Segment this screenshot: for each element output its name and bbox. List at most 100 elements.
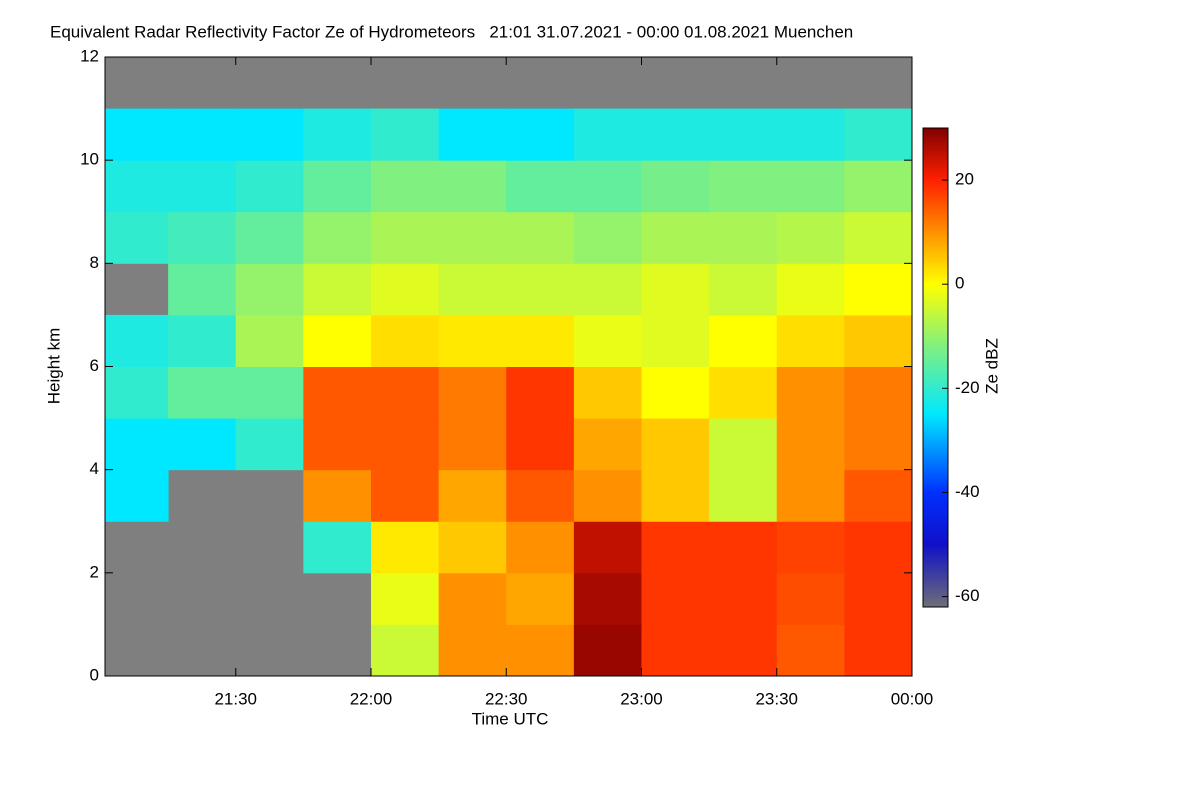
heatmap-cell xyxy=(506,521,575,574)
heatmap-cell xyxy=(709,263,778,316)
heatmap-cell xyxy=(844,263,912,316)
heatmap-cell xyxy=(641,418,710,471)
heatmap-cell xyxy=(844,314,912,367)
heatmap-cell xyxy=(370,263,440,316)
heatmap-cell xyxy=(776,314,845,367)
heatmap-cell xyxy=(844,418,912,471)
y-tick-label: 4 xyxy=(90,459,99,478)
heatmap-cell xyxy=(844,624,912,676)
heatmap-cell xyxy=(370,469,440,522)
heatmap-cell xyxy=(370,572,440,625)
heatmap-cell xyxy=(438,263,507,316)
heatmap-cell xyxy=(438,624,507,676)
heatmap-cell xyxy=(438,572,507,625)
y-tick-label: 6 xyxy=(90,356,99,375)
heatmap-cell xyxy=(776,108,845,161)
heatmap-cell xyxy=(235,263,304,316)
colorbar-tick-label: -60 xyxy=(955,586,980,605)
colorbar-tick-label: -40 xyxy=(955,482,980,501)
x-tick-label: 00:00 xyxy=(891,689,934,708)
heatmap-cell xyxy=(105,366,169,419)
y-tick-label: 12 xyxy=(80,46,99,65)
heatmap-cell xyxy=(506,418,575,471)
heatmap-cell xyxy=(573,366,642,419)
heatmap-cell xyxy=(776,211,845,264)
y-tick-label: 2 xyxy=(90,562,99,581)
heatmap-cell xyxy=(573,211,642,264)
colorbar-tick-label: 20 xyxy=(955,170,974,189)
heatmap-cell xyxy=(844,572,912,625)
heatmap-cell xyxy=(506,572,575,625)
heatmap-cell xyxy=(776,521,845,574)
x-tick-label: 22:00 xyxy=(350,689,393,708)
heatmap-cell xyxy=(776,366,845,419)
y-axis-label: Height km xyxy=(44,328,63,405)
heatmap-cell xyxy=(641,160,710,213)
colorbar xyxy=(922,127,949,608)
x-tick-label: 21:30 xyxy=(214,689,257,708)
y-tick-label: 8 xyxy=(90,253,99,272)
heatmap-cell xyxy=(370,624,440,676)
heatmap-cell xyxy=(844,160,912,213)
heatmap-cell xyxy=(709,211,778,264)
x-tick-label: 23:00 xyxy=(620,689,663,708)
heatmap-cell xyxy=(709,160,778,213)
x-axis-label: Time UTC xyxy=(472,709,549,728)
heatmap-cell xyxy=(438,160,507,213)
heatmap-cell xyxy=(506,624,575,676)
heatmap-cell xyxy=(303,314,372,367)
heatmap-cell xyxy=(438,469,507,522)
heatmap-cell xyxy=(641,366,710,419)
heatmap-cell xyxy=(235,418,304,471)
heatmap-cell xyxy=(168,160,237,213)
heatmap-cell xyxy=(641,521,710,574)
heatmap-cell xyxy=(641,469,710,522)
heatmap-cell xyxy=(438,211,507,264)
heatmap-cell xyxy=(709,418,778,471)
heatmap-cell xyxy=(303,211,372,264)
heatmap-cell xyxy=(105,108,169,161)
heatmap-cell xyxy=(844,366,912,419)
heatmap-cell xyxy=(506,263,575,316)
heatmap-cell xyxy=(776,572,845,625)
heatmap-cell xyxy=(573,624,642,676)
heatmap-cell xyxy=(776,418,845,471)
heatmap-cell xyxy=(844,469,912,522)
heatmap-cell xyxy=(506,211,575,264)
heatmap-cell xyxy=(370,314,440,367)
heatmap-cell xyxy=(303,521,372,574)
heatmap-cell xyxy=(573,418,642,471)
heatmap-cell xyxy=(844,521,912,574)
y-tick-label: 0 xyxy=(90,665,99,684)
heatmap-cell xyxy=(641,108,710,161)
heatmap-cell xyxy=(709,572,778,625)
heatmap-cell xyxy=(641,263,710,316)
heatmap-cell xyxy=(168,108,237,161)
heatmap-cell xyxy=(303,108,372,161)
heatmap-cell xyxy=(370,108,440,161)
x-tick-label: 23:30 xyxy=(755,689,798,708)
heatmap-cell xyxy=(438,521,507,574)
heatmap-cell xyxy=(506,160,575,213)
heatmap-cell xyxy=(641,624,710,676)
heatmap xyxy=(105,108,912,676)
heatmap-cell xyxy=(709,469,778,522)
heatmap-cell xyxy=(506,108,575,161)
heatmap-cell xyxy=(709,366,778,419)
heatmap-cell xyxy=(438,314,507,367)
heatmap-cell xyxy=(573,263,642,316)
heatmap-cell xyxy=(105,314,169,367)
heatmap-cell xyxy=(506,314,575,367)
heatmap-cell xyxy=(168,366,237,419)
heatmap-cell xyxy=(709,521,778,574)
x-tick-label: 22:30 xyxy=(485,689,528,708)
heatmap-cell xyxy=(303,160,372,213)
heatmap-cell xyxy=(370,211,440,264)
heatmap-cell xyxy=(506,469,575,522)
heatmap-cell xyxy=(235,366,304,419)
heatmap-cell xyxy=(776,624,845,676)
heatmap-cell xyxy=(844,211,912,264)
heatmap-cell xyxy=(370,366,440,419)
heatmap-cell xyxy=(370,521,440,574)
heatmap-cell xyxy=(573,521,642,574)
